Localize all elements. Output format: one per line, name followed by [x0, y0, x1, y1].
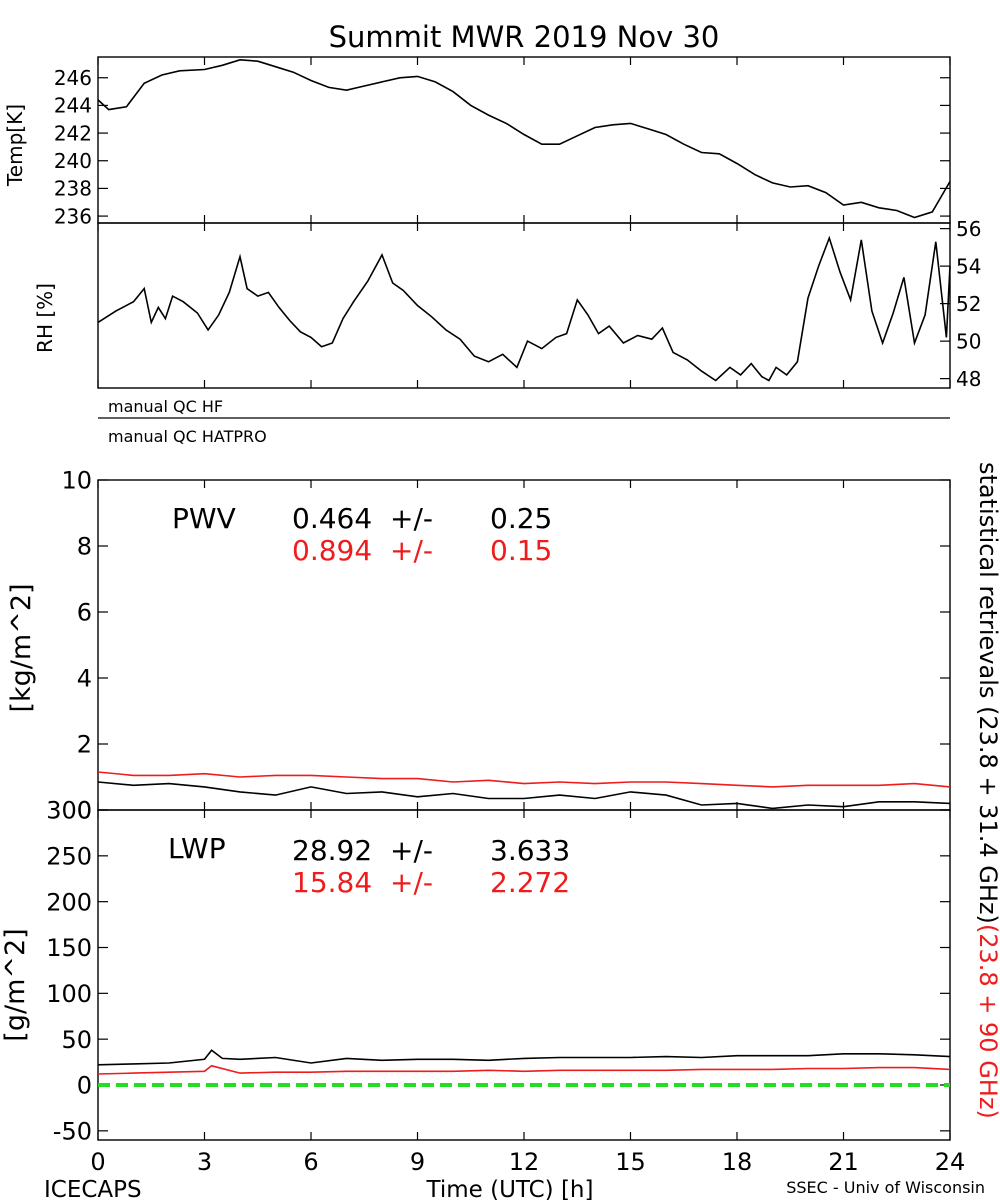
ytick-label: 50: [61, 1026, 92, 1054]
xtick-label: 3: [197, 1148, 212, 1176]
ytick-label: 100: [46, 980, 92, 1008]
xtick-label: 15: [615, 1148, 646, 1176]
ytick-label: 4: [77, 665, 92, 693]
xtick-label: 0: [90, 1148, 105, 1176]
series-line-0-0: [97, 58, 951, 219]
ytick-label: 48: [956, 367, 981, 391]
ytick-label: 0: [77, 797, 92, 825]
series-line-1-0: [97, 235, 951, 382]
series-layer: [97, 58, 951, 1087]
ytick-label: 250: [46, 842, 92, 870]
ytick-label: 10: [61, 467, 92, 495]
side-label-black: statistical retrievals (23.8 + 31.4 GHz): [974, 462, 1000, 924]
xtick-label: 6: [303, 1148, 318, 1176]
xtick-label: 21: [828, 1148, 859, 1176]
ytick-label: 246: [54, 66, 92, 90]
lwp-black-std: 3.633: [490, 834, 570, 867]
footer-center: Time (UTC) [h]: [426, 1177, 594, 1200]
pwv-black-mean: 0.464: [292, 502, 372, 535]
ytick-label: 244: [54, 94, 92, 118]
ytick-label: 0: [77, 1072, 92, 1100]
pwv-red-mean: 0.894: [292, 534, 372, 567]
ytick-label: 6: [77, 599, 92, 627]
xtick-label: 9: [410, 1148, 425, 1176]
xtick-label: 12: [509, 1148, 540, 1176]
series-line-3-1: [97, 1064, 951, 1075]
lwp-red-mean: 15.84: [292, 866, 372, 899]
side-label: statistical retrievals (23.8 + 31.4 GHz)…: [974, 462, 1000, 1119]
ytick-label: 240: [54, 149, 92, 173]
temp-ylabel: Temp[K]: [3, 104, 27, 187]
series-line-3-0: [97, 1049, 951, 1066]
ytick-label: 54: [956, 254, 981, 278]
ytick-label: 200: [46, 888, 92, 916]
footer-left: ICECAPS: [44, 1177, 142, 1200]
ytick-label: 52: [956, 292, 981, 316]
pwv-black-pm: +/-: [390, 502, 433, 535]
qc-hatpro-label: manual QC HATPRO: [108, 427, 267, 446]
xtick-label: 24: [935, 1148, 966, 1176]
pwv-red-std: 0.15: [490, 534, 552, 567]
xtick-label: 18: [722, 1148, 753, 1176]
series-line-2-1: [97, 771, 951, 788]
ytick-label: 242: [54, 121, 92, 145]
ytick-label: 150: [46, 934, 92, 962]
ytick-label: 236: [54, 204, 92, 228]
lwp-red-pm: +/-: [390, 866, 433, 899]
ytick-label: 56: [956, 217, 981, 241]
qc-hf-label: manual QC HF: [108, 397, 223, 416]
lwp-black-pm: +/-: [390, 834, 433, 867]
ytick-label: 2: [77, 731, 92, 759]
chart-title: Summit MWR 2019 Nov 30: [329, 20, 720, 54]
lwp-name: LWP: [168, 832, 226, 865]
ytick-label: 300: [46, 797, 92, 825]
ytick-label: -50: [53, 1117, 92, 1145]
side-label-red: (23.8 + 90 GHz): [974, 924, 1000, 1119]
series-line-2-0: [97, 781, 951, 810]
pwv-black-std: 0.25: [490, 502, 552, 535]
lwp-ylabel: [g/m^2]: [0, 928, 31, 1041]
pwv-red-pm: +/-: [390, 534, 433, 567]
pwv-ylabel: [kg/m^2]: [6, 583, 37, 712]
ytick-label: 50: [956, 329, 981, 353]
ytick-label: 238: [54, 177, 92, 201]
lwp-red-std: 2.272: [490, 866, 570, 899]
rh-ylabel: RH [%]: [33, 283, 57, 353]
axis-ticks-layer: 23623824024224424648505254560246810-5005…: [46, 57, 981, 1176]
lwp-black-mean: 28.92: [292, 834, 372, 867]
pwv-name: PWV: [172, 502, 236, 535]
ytick-label: 8: [77, 533, 92, 561]
footer-right: SSEC - Univ of Wisconsin: [786, 1178, 985, 1197]
